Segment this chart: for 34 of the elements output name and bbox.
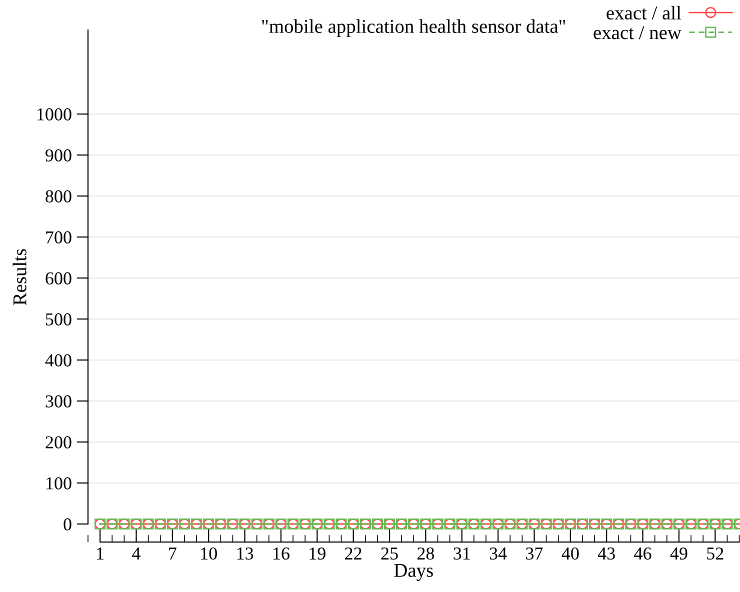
x-tick-label: 22 [345, 547, 362, 560]
y-tick-label: 400 [45, 354, 72, 366]
y-tick-label: 900 [46, 149, 72, 162]
y-tick-label: 700 [46, 231, 72, 244]
x-tick-label: 16 [274, 547, 290, 560]
x-tick-label: 31 [454, 547, 470, 560]
x-tick-label: 28 [417, 547, 434, 560]
x-axis-title: Days [394, 564, 433, 581]
legend-label: exact / all [606, 6, 682, 20]
y-axis-title: Results [12, 249, 26, 306]
x-tick-label: 1 [97, 548, 104, 560]
x-tick-label: 4 [132, 548, 140, 560]
x-tick-label: 40 [562, 547, 579, 560]
x-tick-label: 49 [670, 547, 688, 560]
legend-label: exact / new [594, 26, 682, 40]
y-tick-label: 600 [46, 272, 72, 284]
chart-title: "mobile application health sensor data" [262, 19, 566, 37]
y-tick-label: 300 [46, 395, 72, 408]
x-tick-label: 46 [634, 547, 652, 560]
x-tick-label: 19 [310, 547, 326, 560]
x-tick-label: 34 [490, 547, 507, 560]
y-tick-label: 1000 [38, 108, 72, 120]
y-tick-label: 200 [46, 436, 72, 448]
x-tick-label: 10 [201, 547, 217, 560]
x-tick-label: 43 [598, 547, 615, 560]
y-tick-label: 0 [64, 518, 72, 530]
y-tick-label: 800 [46, 190, 72, 202]
x-tick-label: 7 [169, 548, 176, 560]
x-tick-label: 13 [237, 547, 254, 560]
x-tick-label: 37 [526, 547, 543, 560]
x-tick-label: 25 [381, 547, 398, 560]
y-tick-label: 100 [46, 477, 72, 490]
y-tick-label: 500 [46, 313, 72, 326]
x-tick-label: 52 [707, 547, 724, 560]
